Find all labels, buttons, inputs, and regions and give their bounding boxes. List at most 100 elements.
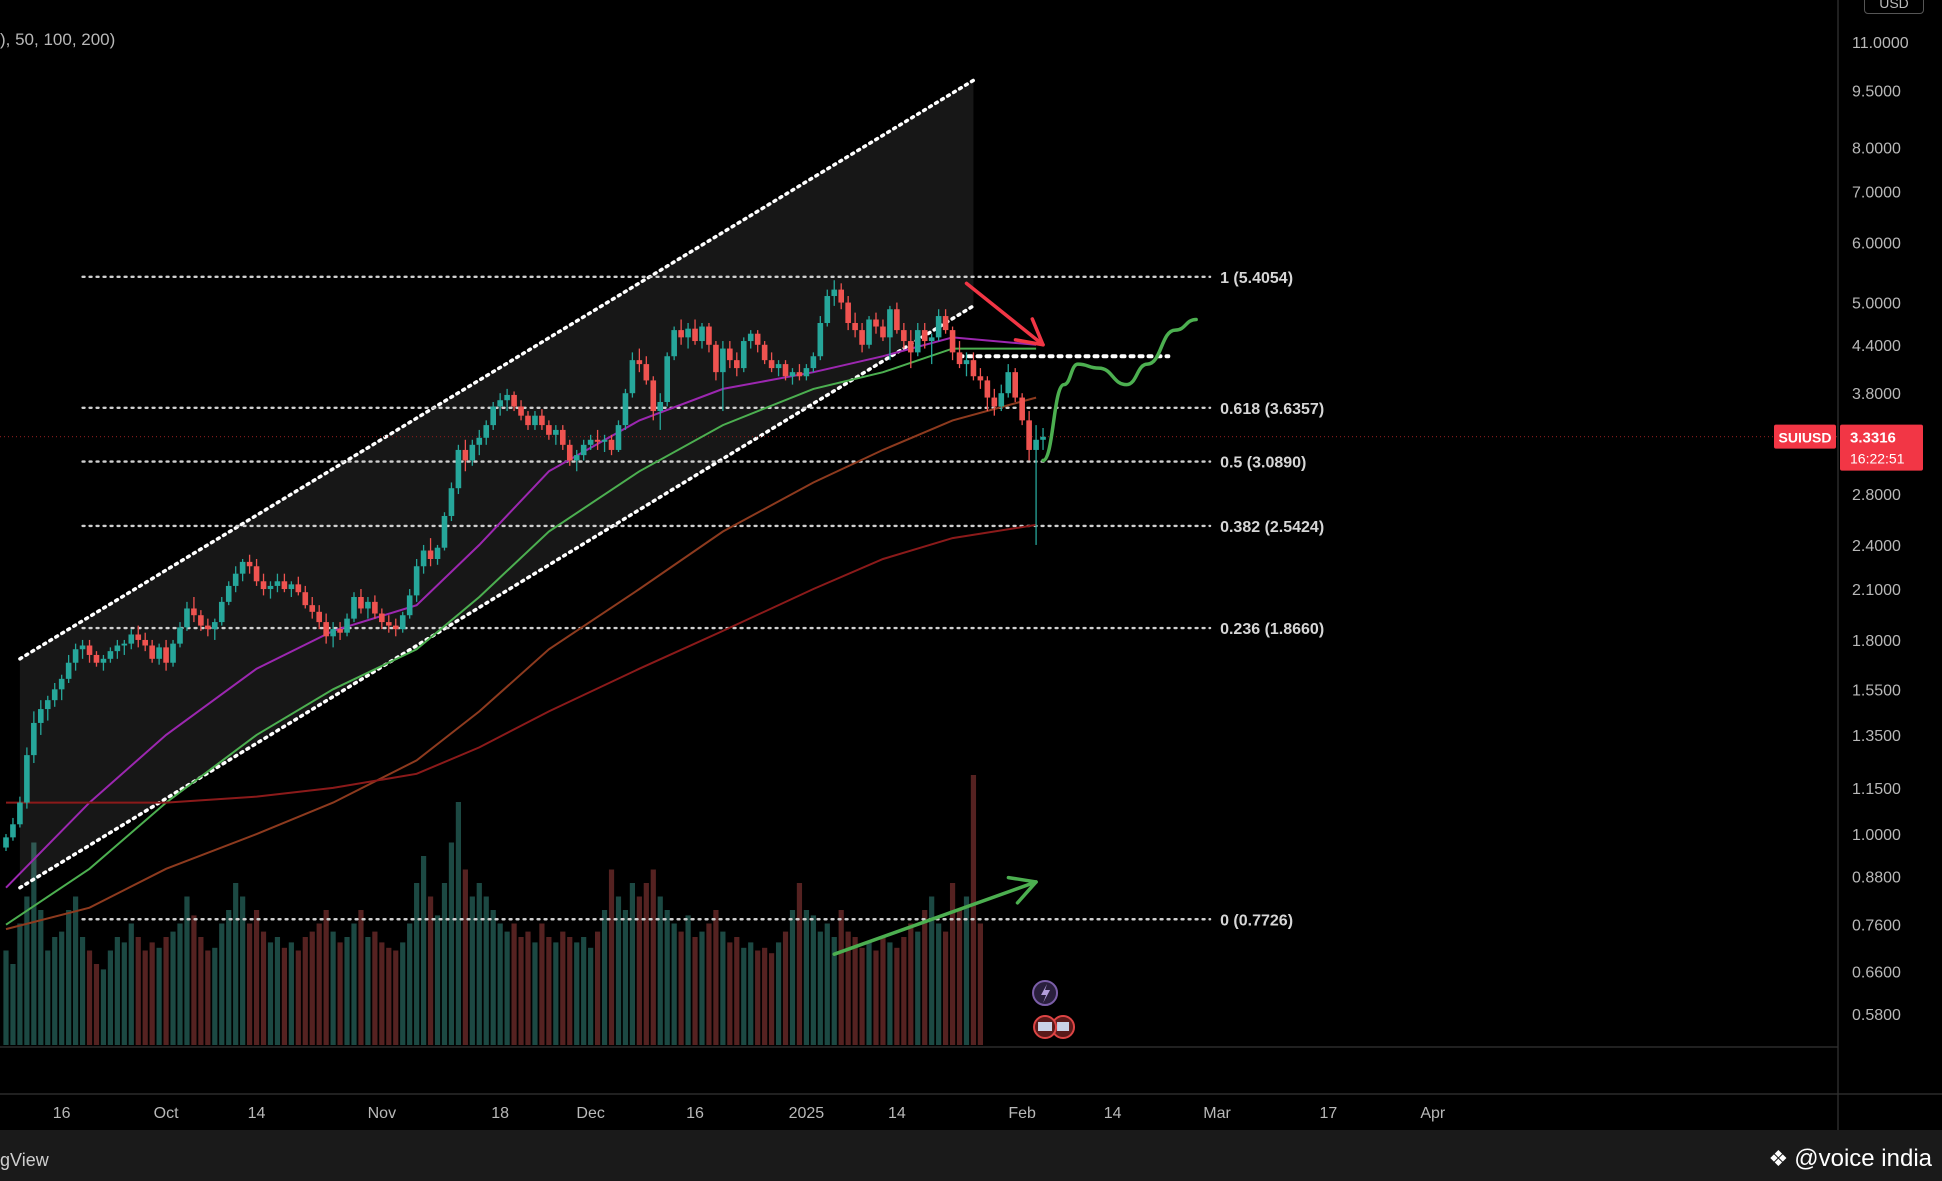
- candle-body: [525, 415, 531, 426]
- volume-bar: [462, 869, 468, 1045]
- us-flag-icon: [1057, 1022, 1070, 1031]
- volume-bar: [483, 896, 489, 1045]
- candle-body: [205, 625, 211, 630]
- candle-body: [38, 709, 44, 723]
- fib-label: 0.236 (1.8660): [1220, 621, 1324, 638]
- candle-body: [58, 678, 65, 690]
- candle-body: [114, 645, 121, 652]
- candle-body: [810, 356, 817, 369]
- candle-body: [1005, 372, 1012, 394]
- watermark-text: @voice india: [1794, 1145, 1932, 1172]
- candle-body: [650, 380, 657, 412]
- candle-body: [991, 397, 998, 407]
- currency-badge[interactable]: USD: [1864, 0, 1924, 14]
- candle-body: [1019, 397, 1025, 421]
- volume-bar: [922, 910, 928, 1045]
- volume-bar: [838, 910, 844, 1045]
- y-tick-label: 2.8000: [1852, 487, 1901, 504]
- candle-body: [267, 585, 274, 590]
- candle-body: [671, 330, 677, 357]
- candle-body: [901, 330, 907, 342]
- volume-bar: [274, 937, 281, 1045]
- candle-body: [615, 425, 622, 450]
- volume-bar: [441, 883, 448, 1045]
- candle-body: [636, 360, 643, 365]
- volume-bar: [163, 937, 169, 1045]
- candle-body: [163, 647, 169, 663]
- x-tick-label: 17: [1320, 1105, 1338, 1122]
- x-tick-label: 14: [888, 1105, 906, 1122]
- candle-body: [392, 625, 399, 630]
- volume-bar: [574, 942, 580, 1045]
- candle-body: [462, 449, 469, 461]
- channel-upper-line: [18, 78, 976, 661]
- candle-body: [998, 393, 1005, 407]
- volume-bar: [490, 910, 496, 1045]
- volume-bar: [205, 950, 211, 1045]
- volume-bar: [73, 896, 79, 1045]
- candle-body: [288, 584, 295, 590]
- y-tick-label: 0.5800: [1852, 1007, 1901, 1024]
- y-tick-label: 1.3500: [1852, 728, 1901, 745]
- candle-body: [970, 360, 977, 377]
- x-tick-label: Oct: [154, 1105, 179, 1122]
- volume-bar: [170, 931, 176, 1045]
- candle-body: [511, 394, 517, 407]
- candle-body: [72, 649, 79, 663]
- volume-bar: [608, 869, 615, 1045]
- candle-body: [156, 647, 162, 659]
- candle-body: [260, 581, 267, 590]
- fib-label: 0.5 (3.0890): [1220, 455, 1306, 472]
- candle-body: [351, 596, 357, 619]
- fib-label: 0.618 (3.6357): [1220, 401, 1324, 418]
- y-tick-label: 1.5500: [1852, 682, 1901, 699]
- candle-body: [316, 611, 322, 623]
- candle-body: [225, 585, 232, 602]
- ma-legend: ), 50, 100, 200): [0, 30, 116, 49]
- brand-fragment: gView: [0, 1150, 49, 1170]
- candle-body: [295, 584, 302, 593]
- volume-bar: [316, 923, 322, 1045]
- candlesticks: [3, 280, 1046, 851]
- candle-body: [441, 515, 448, 548]
- volume-bar: [469, 896, 475, 1045]
- candle-body: [692, 328, 698, 342]
- candle-body: [539, 415, 545, 426]
- y-tick-label: 3.8000: [1852, 386, 1901, 403]
- volume-bar: [38, 910, 44, 1045]
- candle-body: [956, 352, 963, 365]
- candle-body: [629, 360, 636, 394]
- volume-bar: [936, 923, 942, 1045]
- candle-body: [86, 645, 93, 655]
- candle-body: [720, 348, 726, 373]
- us-flag-icon: [1038, 1022, 1053, 1031]
- candle-body: [866, 319, 872, 345]
- candle-body: [330, 629, 336, 637]
- candle-body: [1040, 436, 1046, 440]
- candle-body: [587, 439, 594, 445]
- green-arrow: [832, 875, 1038, 956]
- candle-body: [3, 837, 9, 848]
- price-tag-bg: [1840, 424, 1923, 471]
- volume-bar: [226, 910, 232, 1045]
- candle-body: [935, 316, 942, 338]
- candle-body: [859, 330, 865, 345]
- ma-50-line: [5, 347, 1037, 926]
- candle-body: [803, 368, 810, 377]
- y-tick-label: 1.8000: [1852, 633, 1901, 650]
- projection-path: [1041, 317, 1198, 463]
- candle-body: [406, 595, 413, 616]
- x-tick-label: Nov: [368, 1105, 396, 1122]
- volume-bar: [734, 937, 740, 1045]
- volume-bar: [866, 942, 872, 1045]
- candle-body: [309, 605, 316, 612]
- candle-body: [79, 645, 86, 650]
- volume-bar: [845, 931, 851, 1045]
- volume-bar: [511, 923, 517, 1045]
- volume-bar: [657, 896, 663, 1045]
- y-tick-label: 9.5000: [1852, 84, 1901, 101]
- volume-bar: [3, 950, 9, 1045]
- candle-body: [170, 643, 176, 663]
- annotations: [832, 281, 1198, 1039]
